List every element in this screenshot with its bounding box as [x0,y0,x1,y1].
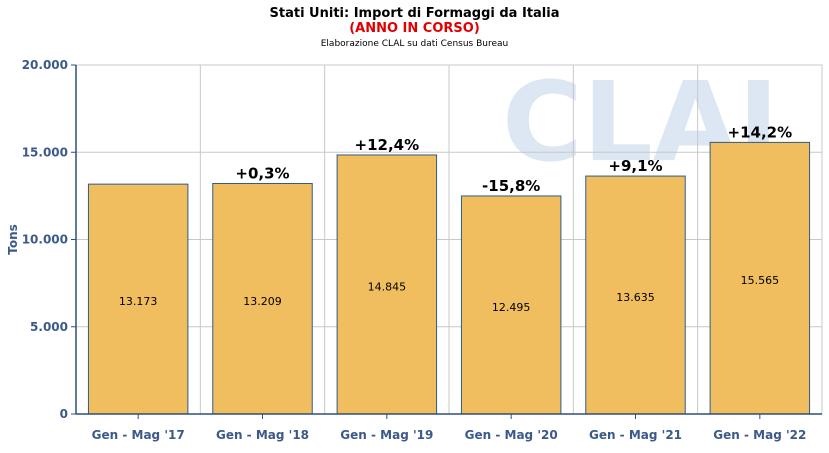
y-tick-label: 5.000 [30,320,68,334]
y-tick-label: 10.000 [22,233,68,247]
x-tick-label: Gen - Mag '22 [713,428,806,442]
bar-change-label: +0,3% [235,165,289,183]
bar [585,175,686,415]
x-tick-label: Gen - Mag '19 [340,428,433,442]
bar-change-label: +14,2% [728,123,793,141]
chart-source: Elaborazione CLAL su dati Census Bureau [320,39,509,49]
x-tick-label: Gen - Mag '17 [92,428,185,442]
chart-title: Stati Uniti: Import di Formaggi da Itali… [269,6,560,21]
y-tick-label: 0 [60,407,68,421]
bar-value-label: 13.173 [119,295,158,308]
y-tick-label: 15.000 [22,145,68,159]
bar-value-label: 12.495 [492,301,531,314]
x-tick-label: Gen - Mag '18 [216,428,309,442]
bar-value-label: 13.635 [616,291,655,304]
x-tick-label: Gen - Mag '21 [589,428,682,442]
y-axis-label: Tons [6,224,20,255]
bar-change-label: +9,1% [608,157,662,175]
x-tick-label: Gen - Mag '20 [465,428,558,442]
bar-value-label: 13.209 [243,295,282,308]
bar-value-label: 15.565 [741,274,780,287]
bar-change-label: +12,4% [355,136,420,154]
bar-change-label: -15,8% [482,177,540,195]
y-tick-label: 20.000 [22,58,68,72]
bar [460,195,562,415]
chart-subtitle: (ANNO IN CORSO) [349,21,480,36]
bar-value-label: 14.845 [368,280,407,293]
bar [212,183,313,415]
bar [87,183,189,415]
bar [709,141,811,415]
